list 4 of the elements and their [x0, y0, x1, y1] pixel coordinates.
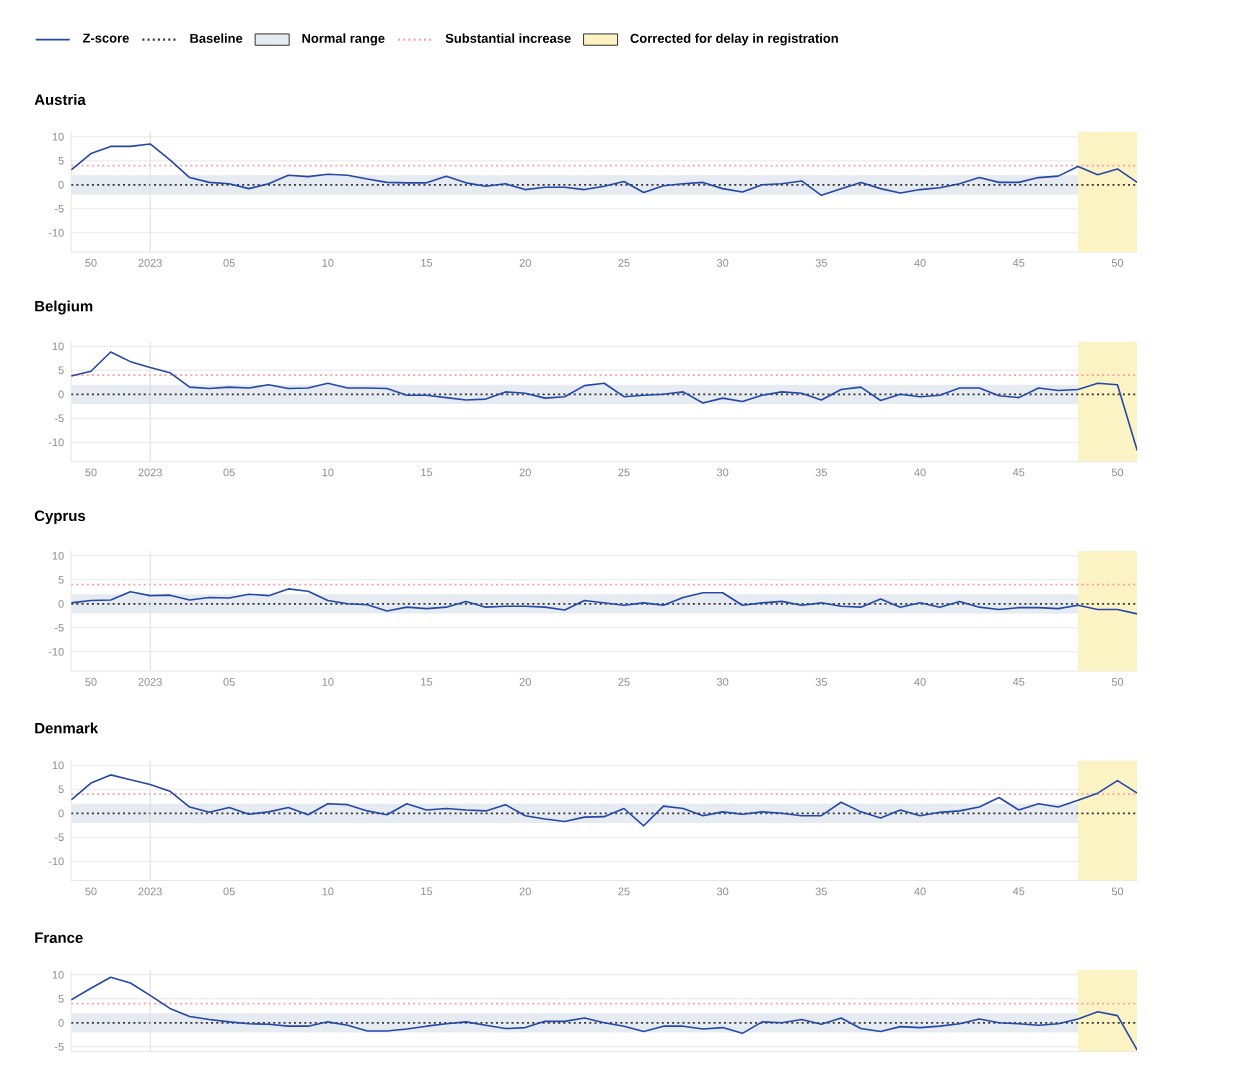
line-series	[71, 774, 1138, 827]
line-series	[71, 351, 1138, 452]
line-series	[71, 143, 1138, 197]
line-series	[71, 976, 1138, 1051]
